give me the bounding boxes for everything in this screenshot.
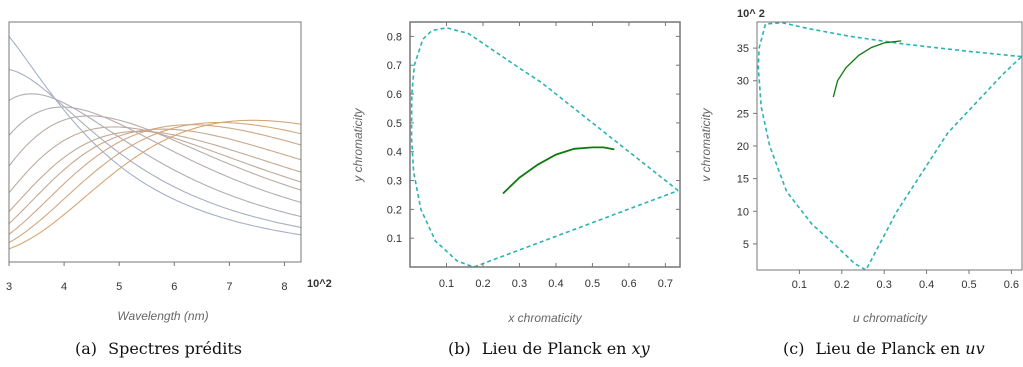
x-tick-label: 0.7 — [658, 278, 673, 290]
planck-locus-line — [502, 146, 615, 195]
spectrum-line-5000K — [8, 128, 302, 225]
plot-frame — [756, 21, 1023, 271]
x-axis-label: u chromaticity — [853, 311, 928, 325]
panel-b-xy-chart: 0.1 0.2 0.3 0.4 0.5 0.6 0.7 0.1 0.2 0.3 0.4 0.5 0.6… — [351, 21, 681, 358]
y-axis-label: v chromaticity — [699, 107, 713, 181]
caption-tag: (a) — [75, 339, 97, 358]
y-tick-label: 30 — [737, 76, 749, 88]
x-tick-label: 0.5 — [961, 279, 976, 291]
caption: (b) Lieu de Planck en xy — [448, 339, 651, 358]
y-tick-label: 0.4 — [387, 147, 402, 159]
x-tick-label: 6 — [171, 281, 177, 293]
y-tick-label: 0.3 — [387, 176, 402, 188]
y-tick-label: 0.6 — [387, 89, 402, 101]
caption-text: Lieu de Planck en — [482, 339, 632, 358]
x-exponent-label: 10^2 — [307, 278, 332, 290]
x-axis-label: x chromaticity — [507, 311, 582, 325]
x-tick-label: 0.3 — [877, 279, 892, 291]
x-tick-label: 5 — [116, 281, 122, 293]
x-tick-label: 3 — [6, 281, 12, 293]
caption-text: Lieu de Planck en — [816, 339, 966, 358]
y-tick-label: 5 — [743, 239, 749, 251]
y-axis-label: y chromaticity — [351, 107, 365, 182]
x-tick-label: 0.6 — [1004, 279, 1019, 291]
y-tick-label: 10 — [737, 206, 749, 218]
y-tick-label: 0.5 — [387, 118, 402, 130]
x-tick-label: 0.2 — [834, 279, 849, 291]
spectrum-line-8500K — [8, 93, 302, 218]
y-tick-label: 0.2 — [387, 204, 402, 216]
x-tick-label: 0.2 — [475, 278, 490, 290]
y-tick-label: 0.1 — [387, 233, 402, 245]
x-tick-label: 0.6 — [621, 278, 636, 290]
x-ticks: 3 4 5 6 7 8 — [6, 262, 288, 293]
x-tick-label: 0.3 — [512, 278, 527, 290]
spectrum-line-10000K — [8, 68, 302, 228]
x-ticks: 0.1 0.2 0.3 0.4 0.5 0.6 0.7 — [439, 22, 673, 290]
caption-tag: (b) — [448, 339, 471, 358]
x-tick-label: 7 — [226, 281, 232, 293]
planck-locus-line — [832, 40, 902, 98]
spectrum-line-3900K — [8, 119, 302, 250]
caption: (a) Spectres prédits — [75, 339, 242, 358]
y-ticks: 0.1 0.2 0.3 0.4 0.5 0.6 0.7 0.8 — [387, 31, 680, 245]
chromaticity-lines — [410, 26, 679, 268]
spectrum-line-6500K — [8, 115, 302, 191]
caption: (c) Lieu de Planck en uv — [783, 339, 985, 358]
caption-var: uv — [965, 339, 984, 358]
y-tick-label: 20 — [737, 141, 749, 153]
spectrum-line-5400K — [8, 130, 302, 212]
x-axis-label: Wavelength (nm) — [117, 309, 208, 323]
panel-c-uv-chart: 0.1 0.2 0.3 0.4 0.5 0.6 5 10 15 20 25 30 35 10^ 2 u… — [699, 8, 1023, 358]
spectrum-line-12000K — [8, 36, 302, 236]
y-tick-label: 0.8 — [387, 31, 402, 43]
caption-text: Spectres prédits — [108, 339, 242, 358]
caption-var: xy — [632, 339, 651, 358]
y-tick-label: 0.7 — [387, 60, 402, 72]
spectrum-line-4600K — [8, 124, 302, 235]
x-tick-label: 0.4 — [548, 278, 563, 290]
plot-frame — [409, 21, 681, 268]
y-tick-label: 35 — [737, 43, 749, 55]
x-tick-label: 8 — [281, 281, 287, 293]
chromaticity-lines — [757, 21, 1023, 272]
plot-frame — [8, 21, 302, 263]
x-tick-label: 0.1 — [792, 279, 807, 291]
spectrum-line-7300K — [8, 106, 302, 203]
y-ticks: 5 10 15 20 25 30 35 — [737, 43, 757, 251]
x-tick-label: 4 — [61, 281, 67, 293]
x-tick-label: 0.5 — [585, 278, 600, 290]
x-tick-label: 0.1 — [439, 278, 454, 290]
spectra-lines — [8, 36, 302, 250]
caption-tag: (c) — [783, 339, 804, 358]
panel-a-spectra-chart: 3 4 5 6 7 8 10^2 Wavelength (nm) (a) Spectres… — [6, 21, 332, 358]
y-tick-label: 25 — [737, 108, 749, 120]
x-ticks: 0.1 0.2 0.3 0.4 0.5 0.6 — [792, 270, 1019, 291]
spectral-locus-line — [757, 21, 1023, 272]
spectral-locus-line — [410, 26, 679, 268]
spectrum-line-4250K — [8, 121, 302, 244]
x-tick-label: 0.4 — [919, 279, 934, 291]
y-tick-label: 15 — [737, 174, 749, 186]
y-exponent-label: 10^ 2 — [737, 8, 765, 20]
spectrum-line-5900K — [8, 126, 302, 194]
